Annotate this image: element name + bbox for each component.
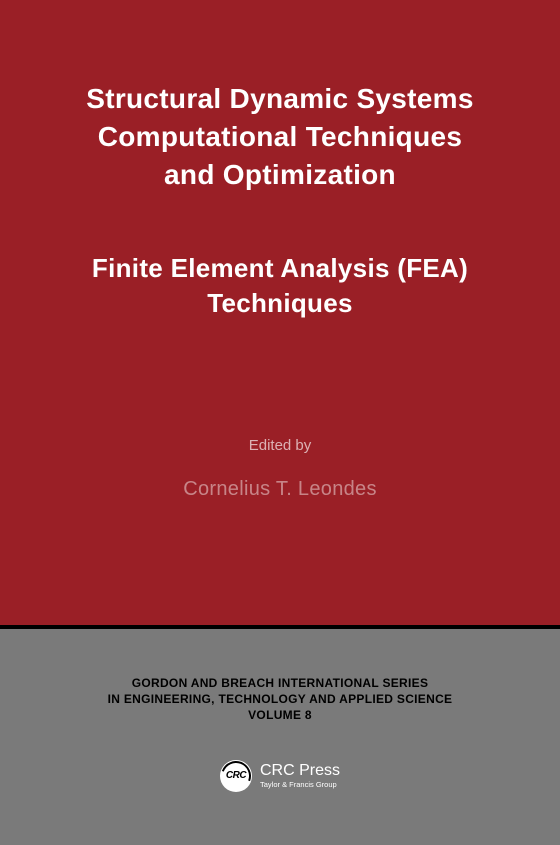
title-line-2: Computational Techniques bbox=[30, 118, 530, 156]
subtitle-line-1: Finite Element Analysis (FEA) bbox=[30, 251, 530, 286]
series-line-2: IN ENGINEERING, TECHNOLOGY AND APPLIED S… bbox=[0, 691, 560, 707]
series-info: GORDON AND BREACH INTERNATIONAL SERIES I… bbox=[0, 675, 560, 724]
book-cover: Structural Dynamic Systems Computational… bbox=[0, 0, 560, 845]
publisher-block: CRC CRC Press Taylor & Francis Group bbox=[0, 760, 560, 792]
publisher-text: CRC Press Taylor & Francis Group bbox=[260, 762, 340, 789]
edited-by-label: Edited by bbox=[30, 437, 530, 454]
editor-name: Cornelius T. Leondes bbox=[30, 478, 530, 501]
publisher-tagline: Taylor & Francis Group bbox=[260, 781, 340, 789]
series-line-1: GORDON AND BREACH INTERNATIONAL SERIES bbox=[0, 675, 560, 691]
series-line-3: VOLUME 8 bbox=[0, 707, 560, 723]
crc-logo-arc bbox=[216, 756, 256, 796]
subtitle: Finite Element Analysis (FEA) Techniques bbox=[30, 251, 530, 321]
crc-logo-icon: CRC bbox=[220, 760, 252, 792]
title-line-3: and Optimization bbox=[30, 156, 530, 194]
subtitle-line-2: Techniques bbox=[30, 286, 530, 321]
main-title: Structural Dynamic Systems Computational… bbox=[30, 80, 530, 193]
bottom-panel: GORDON AND BREACH INTERNATIONAL SERIES I… bbox=[0, 629, 560, 845]
top-panel: Structural Dynamic Systems Computational… bbox=[0, 0, 560, 625]
title-line-1: Structural Dynamic Systems bbox=[30, 80, 530, 118]
publisher-name: CRC Press bbox=[260, 762, 340, 780]
